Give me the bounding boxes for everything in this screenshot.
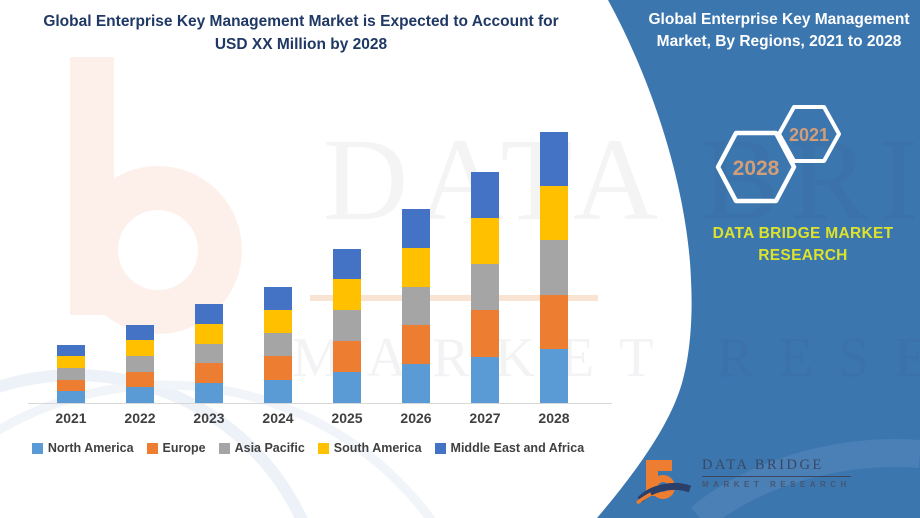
x-axis-label-2022: 2022 xyxy=(124,410,156,426)
bar-segment-2027 xyxy=(471,171,499,218)
bar-segment-2027 xyxy=(471,217,499,265)
bar-segment-2028 xyxy=(540,348,568,403)
legend-label: Europe xyxy=(162,441,206,455)
bar-segment-2025 xyxy=(333,310,361,342)
bar-segment-2022 xyxy=(126,387,154,403)
bar-segment-2025 xyxy=(333,279,361,311)
bar-segment-2026 xyxy=(402,325,430,365)
page-title-line1: Global Enterprise Key Management Market … xyxy=(43,13,559,30)
page-title-line2: USD XX Million by 2028 xyxy=(214,36,388,54)
legend-swatch xyxy=(317,442,329,454)
watermark-text-small: MARKET RESEARCH xyxy=(292,327,920,389)
bar-segment-2027 xyxy=(471,356,499,403)
legend-label: Middle East and Africa xyxy=(450,441,585,455)
legend-item: Asia Pacific xyxy=(218,441,305,455)
bar-2027 xyxy=(471,171,499,403)
x-axis-label-2027: 2027 xyxy=(469,410,501,426)
bar-segment-2024 xyxy=(264,309,292,334)
bar-segment-2023 xyxy=(195,304,223,324)
x-axis-label-2021: 2021 xyxy=(55,410,87,426)
watermark-b-stem xyxy=(70,57,114,315)
footer-logo: DATA BRIDGE MARKET RESEARCH xyxy=(636,457,851,505)
legend-item: North America xyxy=(31,441,134,455)
bar-segment-2024 xyxy=(264,333,292,357)
legend-swatch xyxy=(218,442,230,454)
legend-item: Middle East and Africa xyxy=(434,441,585,455)
bar-segment-2021 xyxy=(57,356,85,368)
legend-swatch xyxy=(31,442,43,454)
bar-segment-2023 xyxy=(195,383,223,403)
panel-title-line1: Global Enterprise Key Management xyxy=(648,11,910,28)
bar-segment-2022 xyxy=(126,324,154,341)
bar-segment-2025 xyxy=(333,248,361,280)
bar-2021 xyxy=(57,344,85,403)
bar-segment-2024 xyxy=(264,356,292,380)
bar-segment-2024 xyxy=(264,286,292,310)
legend-label: Asia Pacific xyxy=(234,441,305,455)
legend-swatch xyxy=(434,442,446,454)
bar-segment-2022 xyxy=(126,340,154,356)
x-axis-line xyxy=(28,403,612,404)
bar-segment-2021 xyxy=(57,367,85,380)
bar-segment-2026 xyxy=(402,209,430,248)
bar-segment-2027 xyxy=(471,264,499,311)
brand-name-line1: DATA BRIDGE MARKET xyxy=(712,225,894,242)
bar-segment-2022 xyxy=(126,371,154,388)
bar-segment-2026 xyxy=(402,286,430,326)
bar-segment-2025 xyxy=(333,341,361,373)
panel-title-line2: Market, By Regions, 2021 to 2028 xyxy=(656,33,902,50)
bar-segment-2022 xyxy=(126,355,154,372)
footer-logo-name: DATA BRIDGE xyxy=(702,457,851,477)
bar-segment-2028 xyxy=(540,132,568,187)
x-axis-label-2028: 2028 xyxy=(538,410,570,426)
bar-segment-2028 xyxy=(540,186,568,241)
legend-swatch xyxy=(146,442,158,454)
bar-2024 xyxy=(264,286,292,403)
footer-logo-text: DATA BRIDGE MARKET RESEARCH xyxy=(702,457,851,489)
bar-2025 xyxy=(333,248,361,403)
panel-title: Global Enterprise Key Management Market,… xyxy=(648,9,910,53)
bar-segment-2028 xyxy=(540,240,568,295)
bar-segment-2025 xyxy=(333,372,361,403)
brand-name-line2: RESEARCH xyxy=(758,247,848,264)
bar-segment-2023 xyxy=(195,343,223,364)
brand-name-text: DATA BRIDGE MARKET RESEARCH xyxy=(693,223,913,267)
legend-item: Europe xyxy=(146,441,206,455)
bar-2028 xyxy=(540,132,568,403)
bar-segment-2021 xyxy=(57,391,85,403)
bar-segment-2021 xyxy=(57,344,85,357)
bar-2026 xyxy=(402,209,430,403)
bar-segment-2027 xyxy=(471,310,499,357)
footer-logo-tagline: MARKET RESEARCH xyxy=(702,480,851,489)
bar-segment-2021 xyxy=(57,379,85,392)
bar-segment-2023 xyxy=(195,363,223,384)
legend-label: North America xyxy=(47,441,134,455)
x-axis-label-2026: 2026 xyxy=(400,410,432,426)
bar-segment-2026 xyxy=(402,247,430,287)
x-axis-label-2024: 2024 xyxy=(262,410,294,426)
x-axis-label-2023: 2023 xyxy=(193,410,225,426)
x-axis-label-2025: 2025 xyxy=(331,410,363,426)
legend-item: South America xyxy=(317,441,422,455)
legend-label: South America xyxy=(333,441,422,455)
data-bridge-logo-icon xyxy=(636,460,692,505)
watermark-b-bowl xyxy=(74,166,242,334)
bar-2022 xyxy=(126,324,154,403)
bar-segment-2028 xyxy=(540,294,568,349)
bar-2023 xyxy=(195,304,223,403)
chart-legend: North America Europe Asia Pacific South Ame… xyxy=(8,441,608,455)
bar-segment-2026 xyxy=(402,364,430,403)
bar-segment-2023 xyxy=(195,323,223,344)
watermark-salmon-line xyxy=(310,295,598,301)
bar-segment-2024 xyxy=(264,379,292,403)
page-title: Global Enterprise Key Management Market … xyxy=(18,10,584,57)
